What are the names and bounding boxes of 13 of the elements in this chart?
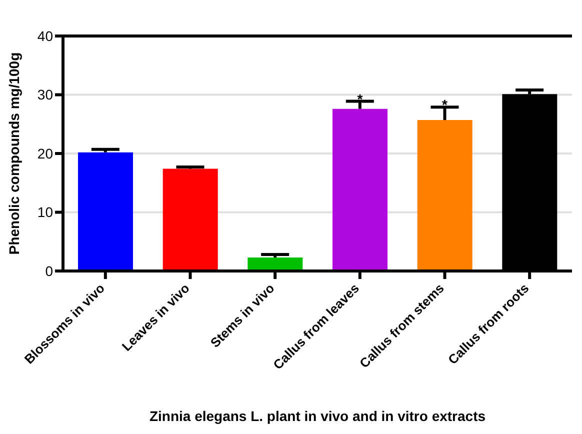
y-axis-title: Phenolic compounds mg/100g <box>6 52 22 255</box>
annotation: * <box>357 90 364 107</box>
y-tick-label: 0 <box>45 262 54 279</box>
bar <box>417 120 472 271</box>
x-axis-title: Zinnia elegans L. plant in vivo and in vitro extracts <box>149 408 486 424</box>
y-tick-label: 10 <box>37 204 54 220</box>
y-tick-label: 40 <box>37 28 54 44</box>
bar <box>78 152 133 271</box>
bar <box>332 108 388 271</box>
y-tick-label: 20 <box>37 145 54 162</box>
y-tick-label: 30 <box>37 86 54 103</box>
annotation: * <box>442 96 448 113</box>
bar <box>162 168 218 271</box>
